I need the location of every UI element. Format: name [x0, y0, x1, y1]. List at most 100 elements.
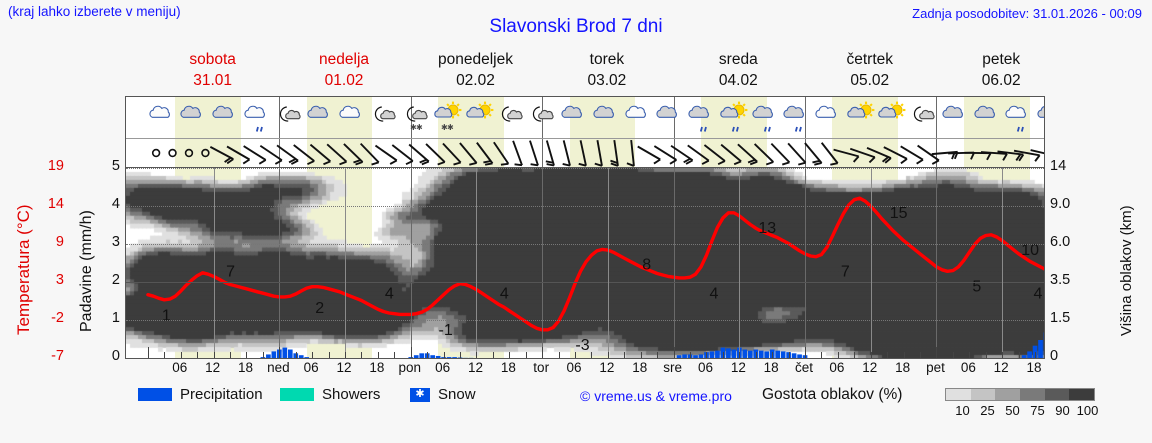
temperature-line — [146, 196, 1044, 332]
wind-barb — [293, 144, 315, 166]
hour-tick — [690, 352, 692, 358]
temperature-value-label: 4 — [385, 286, 394, 303]
hour-tick — [640, 352, 642, 358]
precipitation-bar — [413, 355, 419, 358]
precipitation-tick: 3 — [111, 234, 120, 250]
wind-barb — [594, 140, 603, 167]
hour-label: 12 — [993, 360, 1009, 375]
precipitation-bar — [1021, 355, 1027, 358]
temperature-precipitation-svg: 1 7 2 4 -1 4 -3 8 4 13 7 15 5 10 4 — [146, 196, 1044, 358]
day-separator — [673, 139, 675, 167]
wind-barb — [359, 142, 380, 166]
precipitation-bar — [282, 347, 288, 358]
hour-label: 12 — [599, 360, 615, 375]
wind-barb — [900, 145, 924, 165]
hour-label: 06 — [435, 360, 451, 375]
hour-label: 06 — [697, 360, 713, 375]
temperature-value-label: 5 — [972, 278, 981, 295]
precipitation-bar — [304, 357, 310, 358]
hour-label: 18 — [895, 360, 911, 375]
wind-barb — [259, 144, 283, 165]
legend-showers: Showers — [280, 386, 380, 403]
hour-tick — [657, 352, 659, 358]
day-separator — [279, 97, 281, 138]
wind-barb — [493, 141, 510, 166]
legend-precipitation-label: Precipitation — [180, 386, 263, 403]
day-header-sobota: sobota 31.01 — [147, 50, 278, 94]
day-name: sreda — [718, 51, 758, 68]
hour-tick — [936, 347, 938, 358]
precipitation-bar — [791, 353, 797, 358]
cloud-height-tick: 14 — [1050, 158, 1067, 174]
precipitation-axis-ticks: 5 4 3 2 1 0 — [96, 96, 120, 364]
hour-tick — [706, 352, 708, 358]
hour-tick — [312, 352, 314, 358]
cloud-density-tick-labels: 10 25 50 75 90 100 — [940, 403, 1115, 419]
legend-snow-label: Snow — [438, 386, 476, 403]
day-name: četrtek — [846, 51, 894, 68]
density-swatch — [995, 389, 1021, 400]
density-tick-label: 50 — [1005, 403, 1020, 418]
moon-cloudy-icon — [533, 106, 555, 122]
sun-cloudy-icon — [466, 101, 494, 119]
hour-tick — [525, 352, 527, 358]
day-header-torek: torek 03.02 — [541, 50, 672, 94]
hour-label: 12 — [205, 360, 221, 375]
cloudy-icon — [625, 105, 646, 118]
wind-barb — [326, 143, 348, 166]
hour-tick — [361, 352, 363, 358]
cloudy-icon — [307, 105, 329, 118]
wind-barb — [578, 140, 587, 167]
wind-barb — [209, 146, 234, 165]
meteogram-plot[interactable]: ✱ ✱ ✱ ✱ 1 7 2 4 -1 4 -3 8 4 13 7 15 5 10 4 — [125, 96, 1045, 359]
horizontal-gridline — [126, 320, 1044, 321]
cloudy-icon — [815, 105, 836, 118]
precipitation-bar — [1027, 351, 1032, 358]
density-tick-label: 100 — [1076, 403, 1099, 418]
hour-tick — [246, 352, 248, 358]
wind-barb — [737, 143, 758, 166]
svg-text:✱: ✱ — [416, 123, 423, 132]
precipitation-tick: 1 — [111, 310, 120, 326]
precipitation-bar — [266, 354, 271, 358]
moon-cloudy-snow-icon: ✱ ✱ — [406, 106, 428, 132]
hour-label: sre — [663, 360, 682, 375]
density-swatch — [970, 389, 996, 400]
precipitation-bar — [797, 354, 802, 358]
wind-barb — [276, 144, 299, 165]
cloud-temperature-field: 1 7 2 4 -1 4 -3 8 4 13 7 15 5 10 4 — [126, 168, 1044, 358]
legend-precipitation: Precipitation — [138, 386, 263, 403]
precipitation-bar — [780, 351, 786, 358]
wind-barb — [833, 148, 860, 163]
chart-legend: Precipitation Showers ✱ Snow © vreme.us … — [0, 386, 1152, 420]
wind-barb — [343, 143, 364, 166]
day-name: nedelja — [319, 51, 370, 68]
precipitation-bar — [1043, 332, 1044, 358]
hour-tick — [262, 352, 264, 358]
hour-tick — [837, 352, 839, 358]
cloudy-icon — [149, 105, 170, 118]
wind-barb — [670, 144, 694, 165]
midday-gridline — [476, 168, 478, 358]
hour-tick — [887, 352, 889, 358]
wind-barb — [1030, 149, 1044, 155]
hour-tick — [492, 352, 494, 358]
hour-tick — [607, 352, 609, 358]
hour-tick — [394, 352, 396, 358]
precipitation-bar — [452, 357, 457, 358]
wind-barb — [653, 145, 677, 165]
hour-tick — [410, 347, 412, 358]
temperature-value-label: 7 — [841, 264, 850, 281]
wind-barb — [610, 139, 619, 167]
day-name: torek — [589, 51, 625, 68]
hour-tick — [969, 352, 971, 358]
hour-label: 18 — [632, 360, 648, 375]
temperature-tick: 9 — [55, 234, 64, 250]
hour-label: 18 — [369, 360, 385, 375]
wind-barb — [243, 145, 267, 165]
precipitation-bar — [726, 348, 731, 358]
midday-gridline — [345, 168, 347, 358]
day-date: 01.02 — [324, 72, 364, 89]
temperature-value-label: 15 — [890, 205, 908, 222]
hour-label: tor — [533, 360, 550, 375]
